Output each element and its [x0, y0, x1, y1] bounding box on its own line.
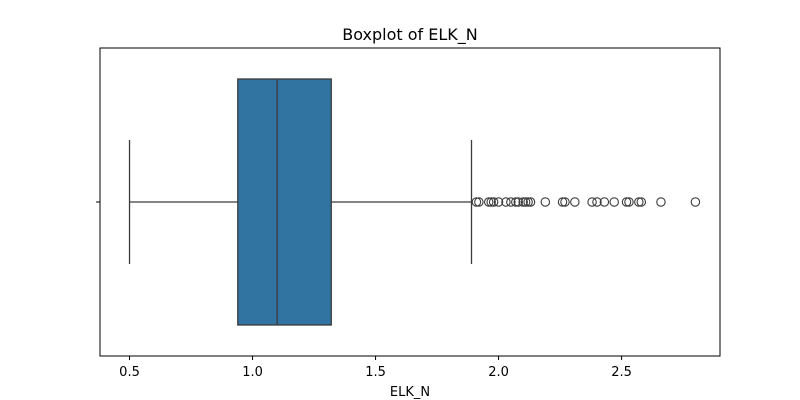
outlier-point: [690, 197, 701, 207]
outlier-point: [511, 197, 521, 207]
outlier-point: [520, 197, 531, 207]
outlier-point: [518, 197, 528, 207]
outlier-point: [621, 197, 632, 207]
outlier-point: [523, 197, 533, 207]
x-tick-label: 2.0: [488, 365, 509, 380]
outlier-point: [592, 197, 602, 207]
outlier-point: [540, 197, 551, 207]
outlier-point: [513, 197, 524, 207]
outlier-point: [493, 197, 504, 207]
outlier-point: [599, 197, 610, 207]
outlier-point: [587, 197, 597, 207]
x-tick-label: 1.5: [365, 365, 386, 380]
outlier-point: [557, 197, 568, 207]
outlier-point: [525, 197, 536, 207]
outlier-point: [483, 197, 494, 207]
outlier-point: [471, 197, 482, 207]
x-axis-label: ELK_N: [390, 385, 430, 400]
outlier-point: [488, 197, 499, 207]
outlier-point: [474, 197, 484, 207]
outlier-point: [570, 197, 580, 207]
outlier-point: [609, 197, 619, 207]
outlier-point: [560, 197, 570, 207]
outlier-point: [624, 197, 634, 207]
chart-title: Boxplot of ELK_N: [342, 25, 477, 45]
outlier-point: [634, 197, 644, 207]
outlier-point: [506, 197, 516, 207]
x-tick-label: 2.5: [611, 365, 632, 380]
outlier-point: [636, 197, 647, 207]
x-axis-ticks: 0.5 1.0 1.5 2.0 2.5: [119, 356, 632, 380]
iqr-box: [237, 78, 332, 326]
outlier-point: [501, 197, 511, 207]
outlier-point: [486, 197, 496, 207]
x-tick-label: 1.0: [242, 365, 263, 380]
outlier-point: [656, 197, 666, 207]
plot-marks: [128, 78, 701, 326]
x-tick-label: 0.5: [119, 365, 140, 380]
